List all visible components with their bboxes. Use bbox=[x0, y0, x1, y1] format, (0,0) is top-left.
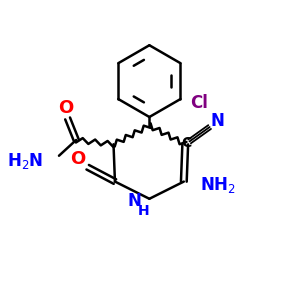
Text: N: N bbox=[211, 112, 225, 130]
Text: O: O bbox=[70, 150, 85, 168]
Text: H$_2$N: H$_2$N bbox=[7, 151, 43, 171]
Text: N: N bbox=[128, 192, 141, 210]
Text: H: H bbox=[137, 204, 149, 218]
Text: C: C bbox=[181, 136, 191, 150]
Text: O: O bbox=[58, 98, 74, 116]
Text: NH$_2$: NH$_2$ bbox=[200, 175, 236, 195]
Text: Cl: Cl bbox=[190, 94, 208, 112]
